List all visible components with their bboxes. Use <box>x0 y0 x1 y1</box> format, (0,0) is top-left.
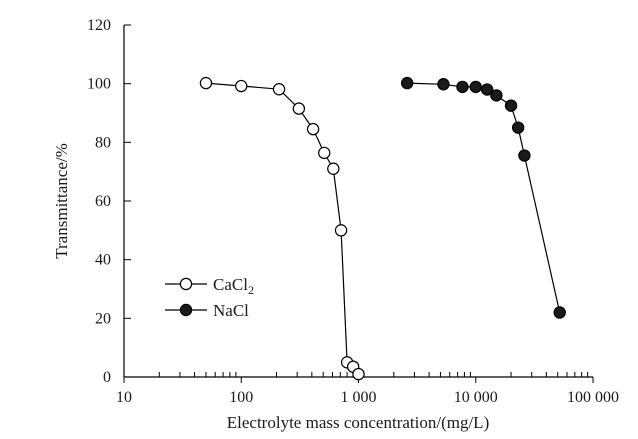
data-point <box>504 99 518 112</box>
data-point <box>352 367 365 381</box>
ticks <box>123 24 594 383</box>
y-tick-label: 80 <box>95 134 111 151</box>
x-tick-label: 10 <box>116 389 132 406</box>
data-point <box>306 122 320 136</box>
data-point <box>327 162 340 175</box>
legend-marker <box>179 303 193 317</box>
series-2 <box>400 76 566 319</box>
y-axis-title: Transmittance/% <box>52 143 71 259</box>
legend-label: NaCl <box>213 301 249 320</box>
x-tick-label: 100 <box>229 389 253 406</box>
y-tick-label: 100 <box>87 76 111 93</box>
y-tick-label: 60 <box>95 193 111 210</box>
legend-subscript: 2 <box>248 283 254 297</box>
legend-marker <box>179 277 193 291</box>
data-point <box>469 80 482 94</box>
data-point <box>400 76 414 90</box>
data-point <box>518 149 531 162</box>
data-point <box>490 89 503 102</box>
x-tick-label: 1 000 <box>341 389 377 406</box>
data-point <box>437 78 450 91</box>
data-point <box>334 224 348 237</box>
y-tick-label: 0 <box>103 369 111 386</box>
data-point <box>480 83 494 96</box>
x-axis-title: Electrolyte mass concentration/(mg/L) <box>227 413 489 432</box>
data-point <box>318 146 331 160</box>
axes <box>123 25 593 378</box>
data-point <box>456 80 469 94</box>
x-tick-label: 100 000 <box>567 389 619 406</box>
series-1 <box>199 76 365 381</box>
tick-labels: 0 20 40 60 80 100 120 10 100 1 000 10 000 100 000 <box>87 17 619 406</box>
series-group <box>199 76 566 381</box>
y-tick-label: 20 <box>95 310 111 327</box>
data-point <box>235 79 248 93</box>
legend-label: CaCl2 <box>213 275 254 297</box>
data-point <box>199 76 213 90</box>
data-point <box>511 121 525 134</box>
data-point <box>553 306 566 319</box>
y-tick-label: 40 <box>95 252 111 269</box>
y-tick-label: 120 <box>87 17 111 34</box>
data-point <box>272 83 286 96</box>
series-line <box>407 82 561 313</box>
data-point <box>292 102 306 115</box>
legend: CaCl2 NaCl <box>165 275 254 320</box>
x-tick-label: 10 000 <box>454 389 498 406</box>
